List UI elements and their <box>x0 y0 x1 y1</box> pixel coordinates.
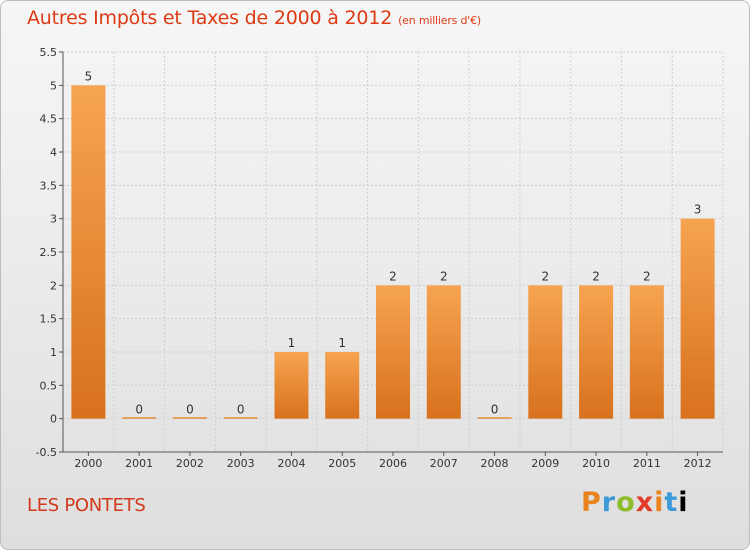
bar-value-label: 1 <box>288 336 296 350</box>
proxiti-logo: Proxiti <box>581 487 689 518</box>
bar-value-label: 5 <box>85 69 93 83</box>
x-tick-label: 2002 <box>176 457 204 470</box>
y-tick-label: 1.5 <box>40 313 58 326</box>
y-tick-label: 4 <box>50 146 57 159</box>
y-tick-label: 1 <box>50 346 57 359</box>
x-tick-label: 2007 <box>430 457 458 470</box>
bar-value-label: 0 <box>186 403 194 417</box>
bar-value-label: 0 <box>491 403 499 417</box>
unit-label: (en milliers d'€) <box>398 14 481 27</box>
logo-letter: i <box>678 487 689 518</box>
logo-letter: o <box>616 487 636 518</box>
commune-name: LES PONTETS <box>27 495 146 516</box>
bar-value-label: 1 <box>338 336 346 350</box>
bar-2012 <box>680 218 715 419</box>
bar-2007 <box>426 285 461 419</box>
x-tick-label: 2011 <box>633 457 661 470</box>
x-tick-label: 2010 <box>582 457 610 470</box>
chart-title: Autres Impôts et Taxes de 2000 à 2012 (en… <box>27 7 481 29</box>
bar-2009 <box>528 285 563 419</box>
y-tick-label: 5.5 <box>40 46 58 59</box>
x-tick-label: 2001 <box>125 457 153 470</box>
y-tick-label: 4.5 <box>40 113 58 126</box>
bar-2003 <box>223 417 258 419</box>
bar-2000 <box>71 85 106 419</box>
y-tick-label: 0 <box>50 413 57 426</box>
bar-2002 <box>172 417 207 419</box>
y-tick-label: -0.5 <box>36 446 57 459</box>
logo-letter: x <box>635 487 655 518</box>
x-tick-label: 2003 <box>227 457 255 470</box>
y-tick-label: 2.5 <box>40 246 58 259</box>
x-tick-label: 2008 <box>481 457 509 470</box>
bar-2005 <box>325 352 360 419</box>
bar-value-label: 2 <box>643 269 651 283</box>
y-tick-label: 0.5 <box>40 379 58 392</box>
bar-value-label: 2 <box>592 269 600 283</box>
x-tick-label: 2004 <box>277 457 305 470</box>
bar-2010 <box>579 285 614 419</box>
logo-letter: r <box>601 487 617 518</box>
x-tick-label: 2009 <box>531 457 559 470</box>
logo-letter: i <box>654 487 665 518</box>
logo-letter: t <box>664 487 679 518</box>
bar-value-label: 2 <box>541 269 549 283</box>
bar-value-label: 2 <box>389 269 397 283</box>
bar-2008 <box>477 417 512 419</box>
x-tick-label: 2012 <box>684 457 712 470</box>
logo-letter: P <box>581 487 602 518</box>
x-tick-label: 2006 <box>379 457 407 470</box>
bar-value-label: 0 <box>135 403 143 417</box>
bar-2001 <box>122 417 157 419</box>
y-tick-label: 3 <box>50 213 57 226</box>
bar-value-label: 2 <box>440 269 448 283</box>
bar-2011 <box>629 285 664 419</box>
y-tick-label: 2 <box>50 279 57 292</box>
bar-value-label: 3 <box>694 203 702 217</box>
chart-title-text: Autres Impôts et Taxes de 2000 à 2012 <box>27 7 393 29</box>
bar-value-label: 0 <box>237 403 245 417</box>
y-tick-label: 5 <box>50 79 57 92</box>
y-tick-label: 3.5 <box>40 179 58 192</box>
x-tick-label: 2005 <box>328 457 356 470</box>
bar-2004 <box>274 352 309 419</box>
bar-2006 <box>376 285 410 419</box>
x-tick-label: 2000 <box>74 457 102 470</box>
